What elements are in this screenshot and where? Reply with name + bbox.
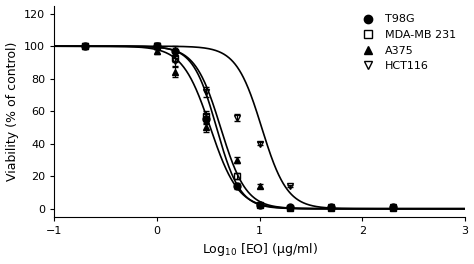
Legend: T98G, MDA-MB 231, A375, HCT116: T98G, MDA-MB 231, A375, HCT116: [354, 11, 459, 74]
X-axis label: Log$_{10}$ [EO] (μg/ml): Log$_{10}$ [EO] (μg/ml): [201, 242, 318, 258]
Y-axis label: Viability (% of control): Viability (% of control): [6, 41, 18, 181]
